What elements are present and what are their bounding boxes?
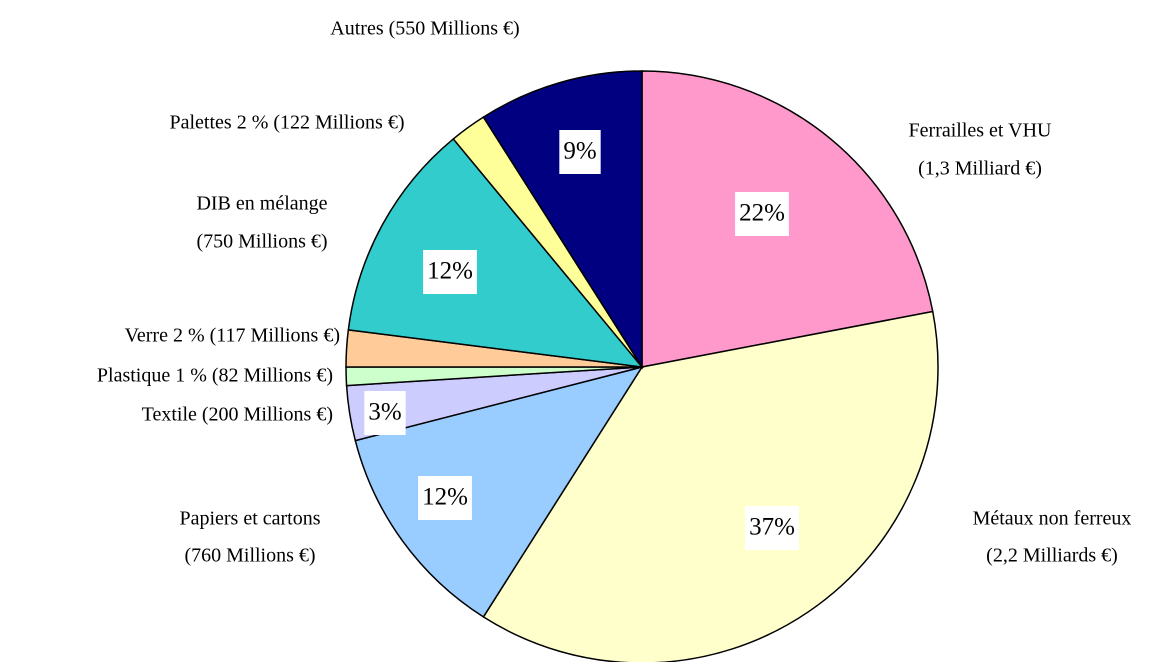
slice-label: Ferrailles et VHU [909,120,1052,142]
value-label: 12% [427,258,473,285]
label-background [418,476,472,520]
value-label-box: 12% [418,476,472,520]
pie-slice [482,70,643,370]
label-background [423,250,477,294]
pie-slice [482,310,939,662]
value-label: 3% [368,399,401,426]
slice-label: Papiers et cartons [179,508,320,530]
value-label-box: 22% [735,192,789,236]
value-label-box: 9% [559,130,601,174]
slice-label: (760 Millions €) [184,545,315,567]
value-label: 37% [749,514,795,541]
label-background [364,391,406,435]
label-background [735,192,789,236]
value-label-box: 12% [423,250,477,294]
slice-label: Palettes 2 % (122 Millions €) [170,112,405,134]
slice-label: (2,2 Milliards €) [986,545,1118,567]
label-background [745,506,799,550]
value-label-box: 3% [364,391,406,435]
value-label: 9% [563,138,596,165]
pie-slice [347,137,644,368]
value-label-box: 37% [745,506,799,550]
slice-label: Plastique 1 % (82 Millions €) [97,365,333,387]
label-background [559,130,601,174]
value-label: 12% [422,484,468,511]
slice-label: Métaux non ferreux [973,508,1132,530]
slice-label: (1,3 Milliard €) [918,158,1042,180]
slice-label: (750 Millions €) [196,231,327,253]
slice-label: DIB en mélange [196,193,327,215]
slice-label: Textile (200 Millions €) [142,404,333,426]
slice-label: Autres (550 Millions €) [330,18,519,40]
pie-slice [354,365,644,618]
value-label: 22% [739,200,785,227]
slice-label: Verre 2 % (117 Millions €) [125,325,340,347]
